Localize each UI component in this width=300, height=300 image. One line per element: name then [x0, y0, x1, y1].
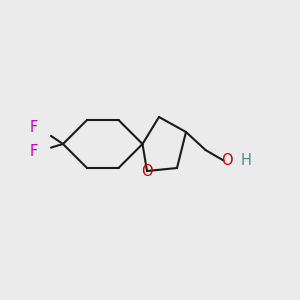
Text: F: F [29, 120, 38, 135]
Text: F: F [29, 144, 38, 159]
Text: O: O [141, 164, 153, 178]
Text: O: O [221, 153, 232, 168]
Text: H: H [241, 153, 251, 168]
